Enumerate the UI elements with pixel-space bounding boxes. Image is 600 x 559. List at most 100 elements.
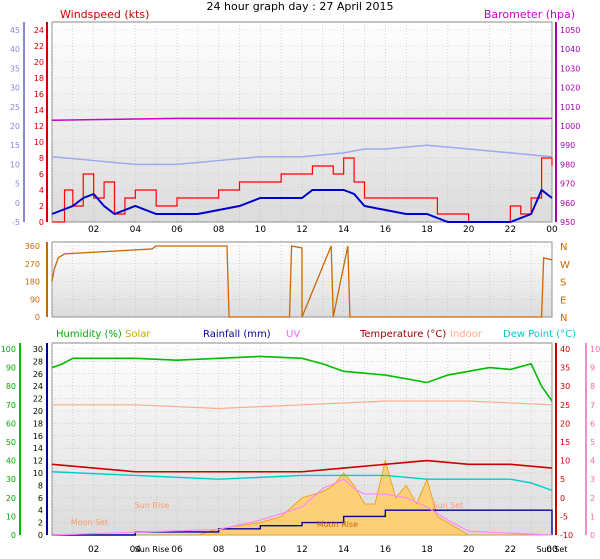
wind-avg-line [51,188,553,223]
wind-outer-tick-label: 20 [10,122,20,131]
wind-direction-line [51,245,553,318]
direction-tick-label: 90 [30,295,40,304]
uv-tick-label: 0 [590,531,595,540]
humidity-tick-label: 0 [11,531,16,540]
wind-direction-avg-line [51,144,553,166]
rainfall-tick-label: 30 [33,345,43,354]
temperature-tick-label: 35 [560,364,570,373]
wind-inner-tick-label: 10 [34,138,44,147]
humidity-tick-label: 70 [6,401,16,410]
chart-title: 24 hour graph day : 27 April 2015 [207,0,394,13]
rainfall-tick-label: 16 [33,432,43,441]
x-tick-label: 06 [171,545,183,555]
rainfall-label: Rainfall (mm) [203,329,271,340]
baro-tick-label: 960 [560,199,575,208]
event-annotation: Sun Set [537,545,568,554]
wind-outer-tick-label: 25 [10,103,20,112]
rainfall-tick-label: 8 [38,481,43,490]
humidity-tick-label: 100 [1,345,16,354]
rainfall-tick-label: 20 [33,407,43,416]
uv-tick-label: 8 [590,382,595,391]
rainfall-line [52,509,553,536]
humidity-tick-label: 50 [6,438,16,447]
x-tick-label: 18 [421,225,433,235]
x-tick-label: 00 [546,545,558,555]
wind-outer-tick-label: -5 [12,218,20,227]
rainfall-tick-label: 4 [38,506,43,515]
event-annotation: Moon Rise [317,520,358,529]
humidity-tick-label: 80 [6,382,16,391]
wind-inner-tick-label: 8 [39,154,44,163]
x-tick-label: 10 [255,225,267,235]
x-tick-label: 14 [338,225,350,235]
rainfall-tick-label: 22 [33,395,43,404]
barometer-line [51,117,552,121]
baro-tick-label: 1050 [560,26,580,35]
uv-tick-label: 4 [590,457,595,466]
wind-inner-tick-label: 22 [34,42,44,51]
solar-label: Solar [125,329,151,340]
temperature-tick-label: 40 [560,345,570,354]
direction-tick-label: 270 [25,260,40,269]
baro-tick-label: 990 [560,141,575,150]
x-tick-label: 08 [213,225,225,235]
wind-inner-tick-label: 14 [34,106,44,115]
uv-tick-label: 9 [590,364,595,373]
uv-tick-label: 7 [590,401,595,410]
x-tick-label: 12 [296,545,307,555]
dewpoint-label: Dew Point (°C) [503,329,576,340]
x-tick-label: 08 [213,545,225,555]
rainfall-tick-label: 14 [33,444,43,453]
rainfall-tick-label: 24 [33,382,43,391]
x-tick-label: 12 [296,225,307,235]
baro-tick-label: 1040 [560,45,580,54]
rainfall-tick-label: 2 [38,519,43,528]
wind-outer-tick-label: 35 [10,64,20,73]
x-tick-label: 20 [463,545,475,555]
compass-label: S [560,278,566,289]
temperature-tick-label: -10 [560,531,573,540]
x-tick-label: 06 [171,225,183,235]
wind-outer-tick-label: 10 [10,160,20,169]
temperature-tick-label: 20 [560,419,570,428]
temperature-line [51,459,553,473]
baro-tick-label: 950 [560,218,575,227]
wind-outer-tick-label: 5 [15,180,20,189]
direction-tick-label: 360 [25,242,40,251]
event-annotation: Sun Set [432,501,463,510]
rainfall-tick-label: 28 [33,357,43,366]
wind-outer-tick-label: 0 [15,199,20,208]
indoor-temp-line [52,400,553,410]
uv-tick-label: 6 [590,419,595,428]
temperature-tick-label: 25 [560,401,570,410]
wind-outer-tick-label: 45 [10,26,20,35]
windspeed-label: Windspeed (kts) [60,8,149,21]
baro-tick-label: 980 [560,160,575,169]
wind-inner-tick-label: 20 [34,58,44,67]
wind-inner-tick-label: 16 [34,90,44,99]
rainfall-tick-label: 26 [33,370,43,379]
rainfall-tick-label: 18 [33,419,43,428]
humidity-tick-label: 10 [6,512,16,521]
x-tick-label: 22 [505,545,516,555]
wind-inner-tick-label: 24 [34,26,44,35]
compass-label: N [560,313,567,324]
event-annotation: Sun Rise [135,545,170,554]
wind-inner-tick-label: 12 [34,122,44,131]
humidity-tick-label: 30 [6,475,16,484]
baro-tick-label: 1020 [560,84,580,93]
x-tick-label: 16 [380,545,392,555]
event-annotation: Sun Rise [135,501,170,510]
x-tick-label: 00 [546,225,558,235]
x-tick-label: 22 [505,225,516,235]
temperature-label: Temperature (°C) [359,329,446,340]
temperature-tick-label: 0 [560,494,565,503]
x-tick-label: 02 [88,545,99,555]
x-tick-label: 14 [338,545,350,555]
baro-tick-label: 1030 [560,64,580,73]
uv-tick-label: 1 [590,512,595,521]
temperature-tick-label: 10 [560,457,570,466]
compass-label: N [560,242,567,253]
